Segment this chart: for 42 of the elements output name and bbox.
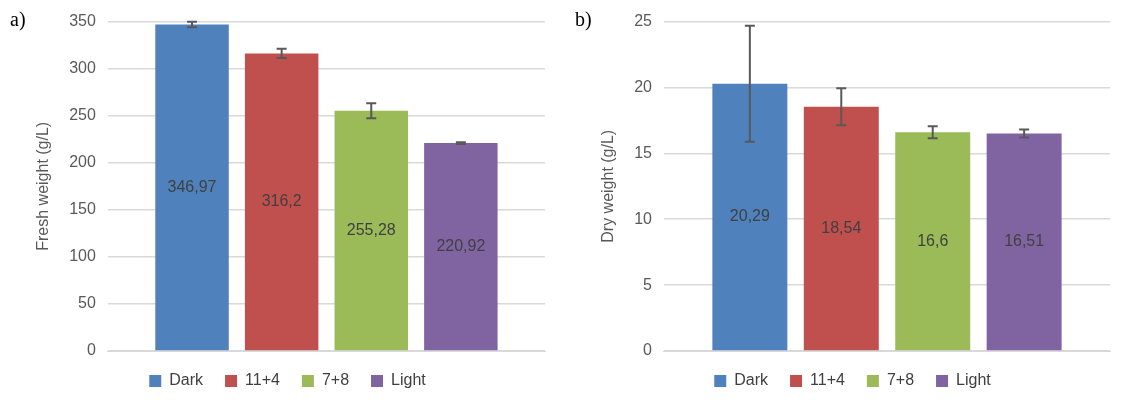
y-tick-label: 350 bbox=[69, 12, 96, 30]
y-tick-label: 20 bbox=[634, 77, 653, 95]
bar bbox=[712, 83, 788, 351]
y-tick-label: 200 bbox=[69, 153, 96, 171]
y-tick-label: 15 bbox=[634, 143, 653, 161]
y-axis-title: Fresh weight (g/L) bbox=[34, 121, 52, 251]
data-label: 18,54 bbox=[821, 218, 862, 236]
legend-label: 7+8 bbox=[321, 371, 350, 389]
y-tick-label: 250 bbox=[69, 106, 96, 124]
data-label: 346,97 bbox=[167, 177, 217, 195]
bar bbox=[803, 106, 879, 351]
legend-label: 7+8 bbox=[886, 371, 915, 389]
y-tick-label: 100 bbox=[69, 247, 96, 265]
bar bbox=[986, 133, 1062, 351]
data-label: 255,28 bbox=[346, 220, 396, 238]
legend-label: 11+4 bbox=[245, 371, 280, 389]
bar bbox=[155, 24, 229, 351]
data-label: 20,29 bbox=[729, 207, 770, 225]
legend-label: Dark bbox=[734, 371, 770, 389]
legend-label: Light bbox=[391, 371, 427, 389]
data-label: 316,2 bbox=[261, 192, 302, 210]
y-axis-title: Dry weight (g/L) bbox=[599, 129, 617, 243]
y-tick-label: 0 bbox=[86, 341, 96, 359]
data-label: 16,6 bbox=[917, 231, 949, 249]
y-tick-label: 50 bbox=[78, 294, 96, 312]
legend-label: Light bbox=[956, 371, 992, 389]
y-tick-label: 0 bbox=[643, 341, 653, 359]
y-tick-label: 300 bbox=[69, 59, 96, 77]
legend-label: 11+4 bbox=[810, 371, 845, 389]
bar bbox=[424, 143, 498, 351]
chart-title: a) bbox=[10, 8, 26, 31]
bar bbox=[895, 132, 971, 351]
chart-title: b) bbox=[575, 8, 592, 31]
data-label: 16,51 bbox=[1004, 232, 1045, 250]
y-tick-label: 5 bbox=[643, 275, 653, 293]
legend-label: Dark bbox=[169, 371, 205, 389]
y-tick-label: 25 bbox=[634, 12, 653, 30]
y-tick-label: 10 bbox=[634, 209, 653, 227]
bar bbox=[334, 110, 408, 351]
data-label: 220,92 bbox=[436, 237, 486, 255]
y-tick-label: 150 bbox=[69, 200, 96, 218]
bar bbox=[244, 53, 319, 351]
